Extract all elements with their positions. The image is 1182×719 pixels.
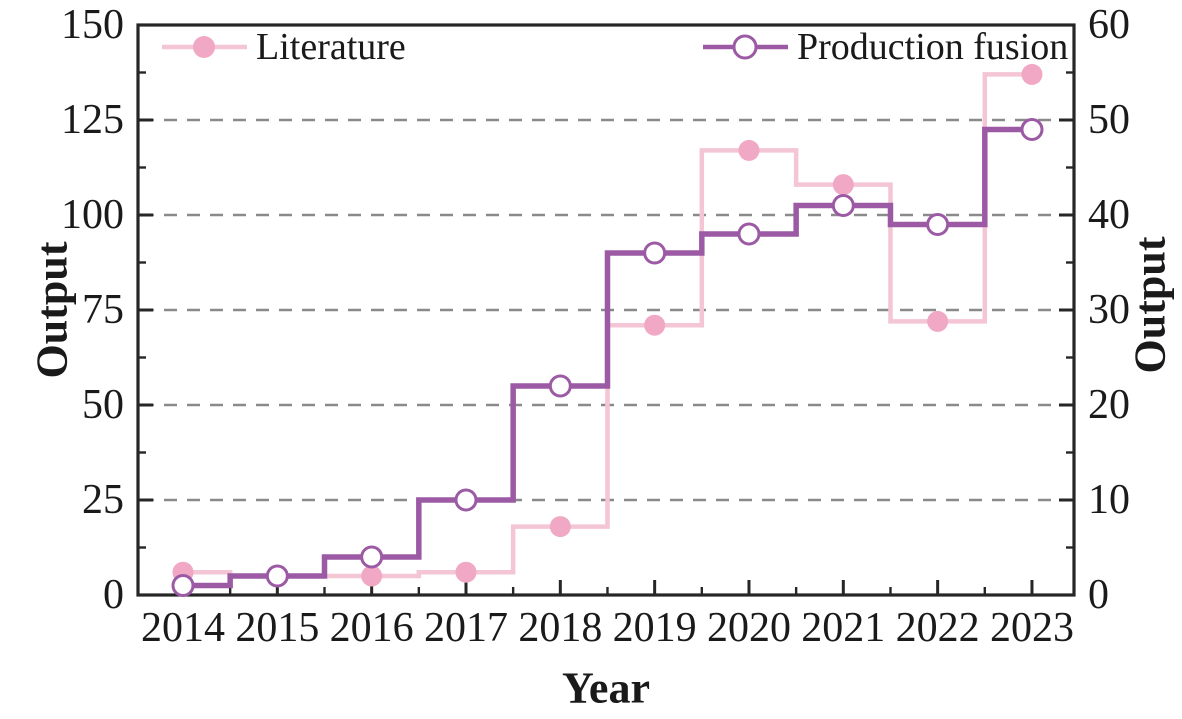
right-axis-tick-label: 50 [1088,97,1130,143]
x-axis-tick-label: 2014 [141,605,225,651]
x-axis-tick-label: 2018 [518,605,602,651]
x-axis-tick-label: 2015 [235,605,319,651]
x-axis-tick-label: 2022 [896,605,980,651]
series-production-fusion [171,118,1044,597]
x-axis-tick-label: 2016 [330,605,414,651]
legend-item-production-fusion: Production fusion [703,26,1068,68]
series-production-fusion-marker [1020,118,1044,141]
right-axis-tick-label: 60 [1088,2,1130,48]
right-axis-tick-label: 20 [1088,382,1130,428]
series-production-fusion-marker [831,194,855,217]
right-axis-tick-label: 40 [1088,192,1130,238]
series-production-fusion-marker [265,564,289,588]
left-axis-tick-label: 0 [103,572,124,618]
series-literature-marker [549,516,571,538]
legend-open-circle-marker [732,34,758,60]
left-axis-tick-label: 50 [82,382,124,428]
right-axis-tick-label: 30 [1088,287,1130,333]
x-axis-tick-label: 2021 [801,605,885,651]
x-axis-tick-label: 2023 [990,605,1074,651]
left-axis-tick-label: 25 [82,477,124,523]
left-axis-tick-label: 75 [82,287,124,333]
series-literature-marker [644,314,666,336]
x-axis-title: Year [562,664,650,713]
legend-label-literature: Literature [256,26,406,68]
left-axis-tick-label: 125 [61,97,124,143]
right-axis-tick-label: 10 [1088,477,1130,523]
series-production-fusion-line [183,126,1032,589]
series-production-fusion-marker [360,545,384,569]
legend-label-production-fusion: Production fusion [797,26,1068,68]
series-production-fusion-marker [643,241,667,265]
x-axis-tick-label: 2020 [707,605,791,651]
x-axis-tick-label: 2017 [424,605,508,651]
legend-item-literature: Literature [162,26,406,68]
right-axis-tick-label: 0 [1088,572,1109,618]
series-literature-marker [927,310,949,332]
x-axis-tick-label: 2019 [613,605,697,651]
series-literature-marker [361,565,383,587]
series-literature-marker [1021,63,1043,85]
series-production-fusion-marker [548,374,572,398]
left-axis-tick-label: 100 [61,192,124,238]
right-axis-title: Output [1126,236,1175,373]
left-axis-tick-label: 150 [61,2,124,48]
left-axis-title: Output [28,241,77,378]
series-literature-marker [738,139,760,161]
series-production-fusion-marker [737,222,761,246]
series-literature-marker [832,174,854,196]
series-literature-marker [455,561,477,583]
legend-filled-circle-marker [193,36,215,58]
series-production-fusion-marker [454,488,478,512]
series-production-fusion-marker [926,213,950,236]
series-production-fusion-marker [171,574,195,597]
